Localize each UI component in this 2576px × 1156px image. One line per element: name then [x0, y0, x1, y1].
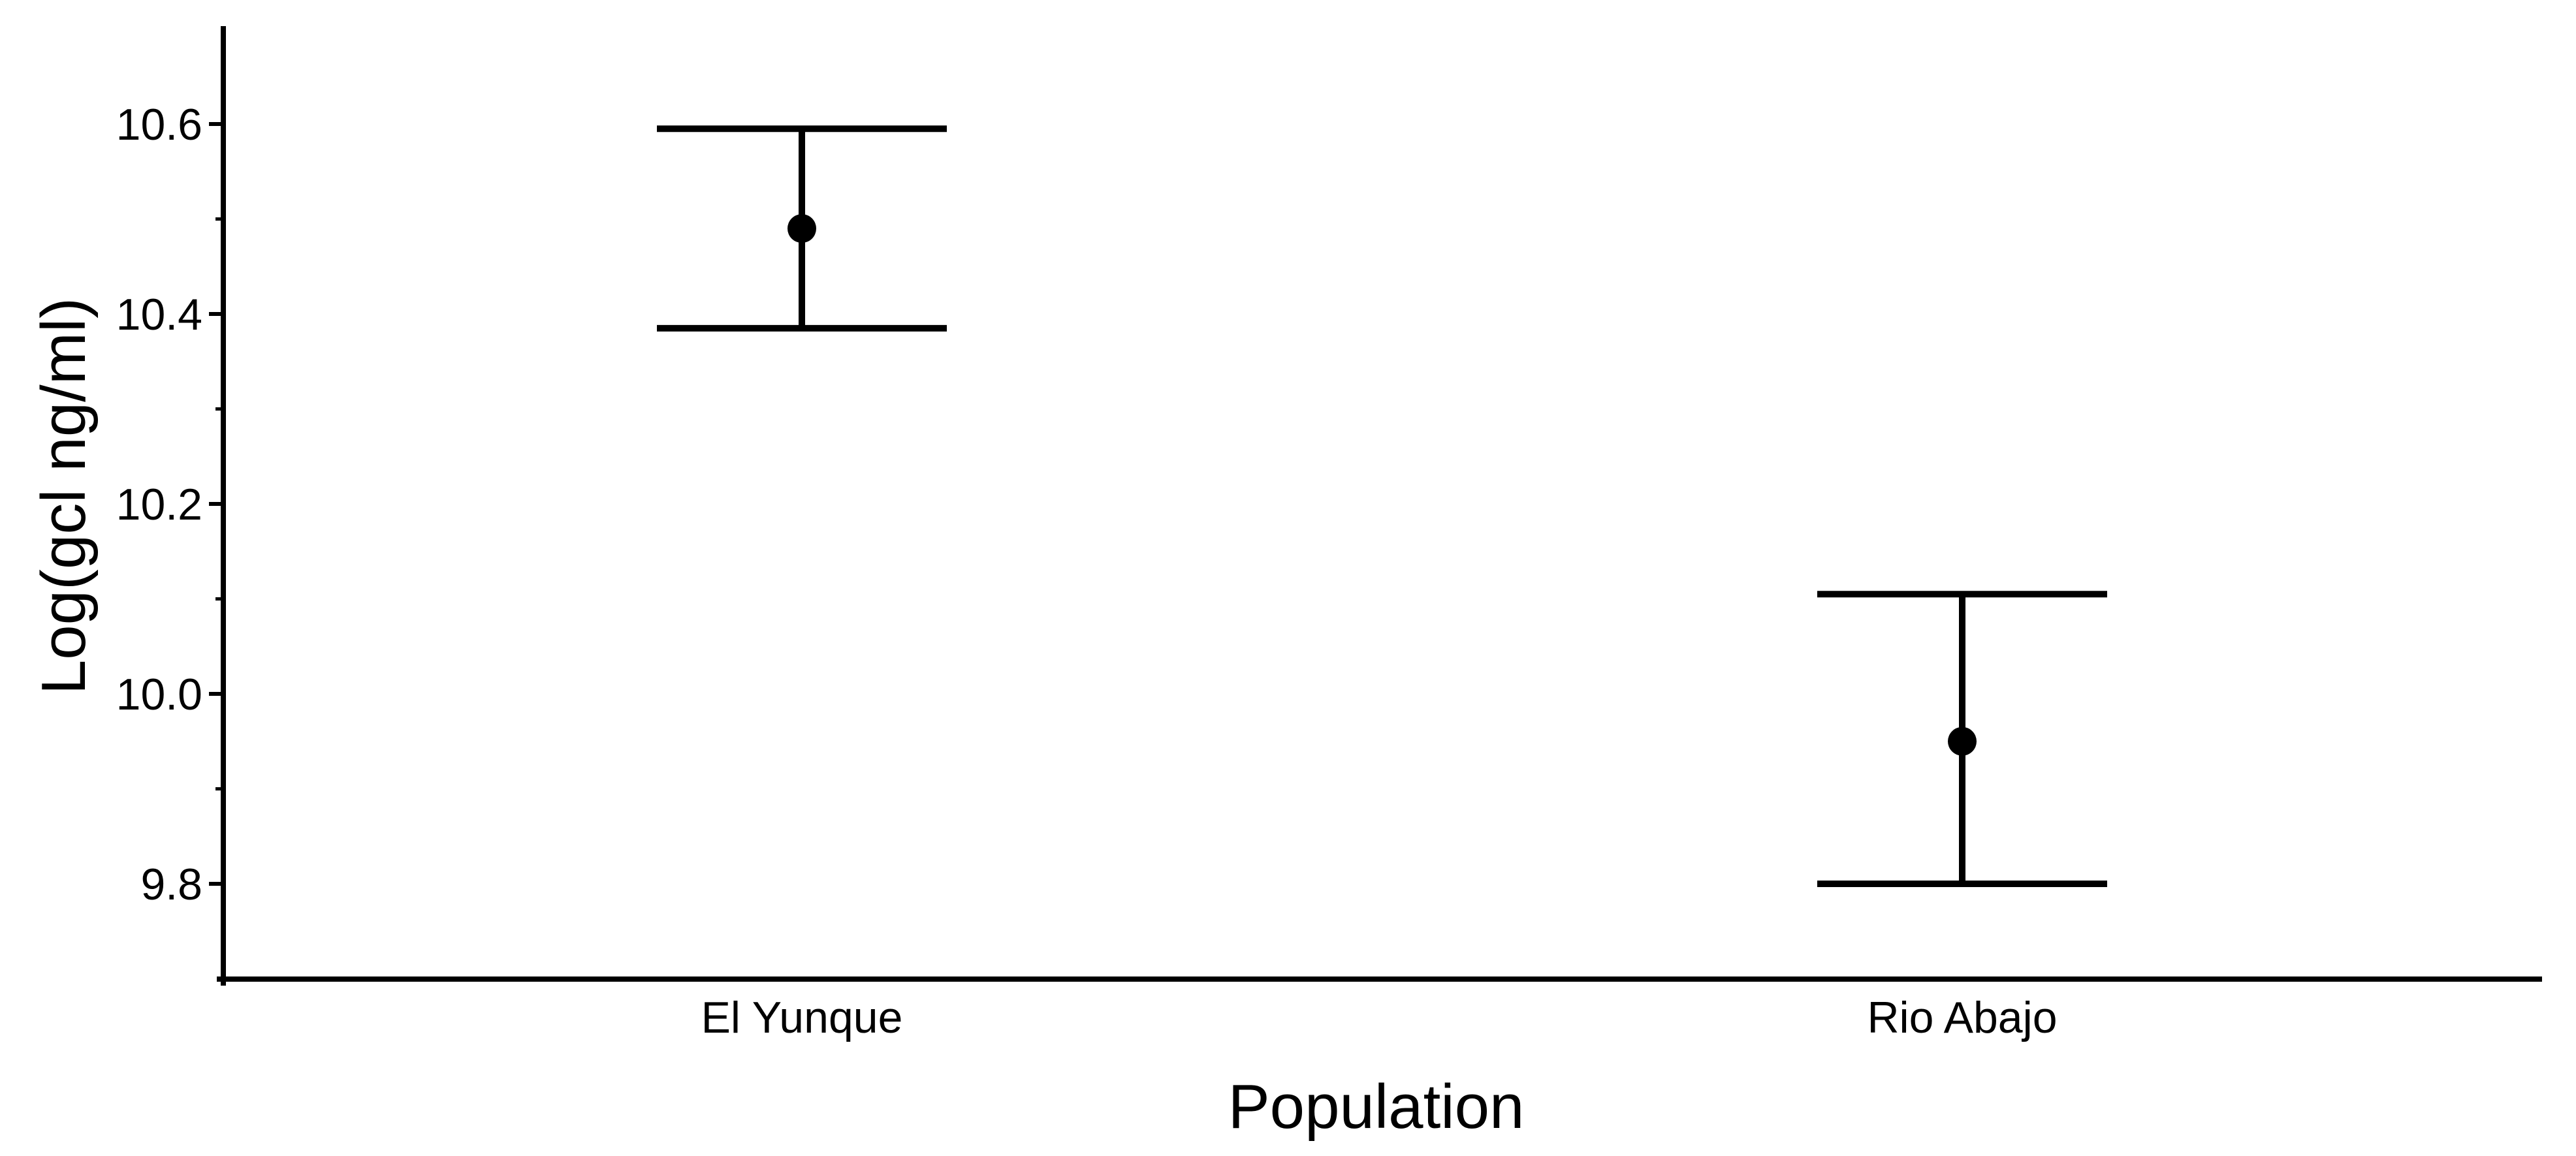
x-tick-label: Rio Abajo — [1867, 993, 2057, 1042]
y-tick-label: 10.0 — [116, 670, 202, 719]
error-bar-group — [657, 125, 947, 332]
mean-point — [787, 214, 816, 243]
y-axis-title: Log(gcl ng/ml) — [29, 298, 99, 695]
mean-point — [1948, 726, 1977, 756]
error-bars — [657, 125, 2107, 887]
y-tick-label: 10.6 — [116, 100, 202, 149]
y-tick-label: 9.8 — [140, 860, 202, 909]
error-bar-group — [1817, 591, 2107, 887]
y-tick-label: 10.4 — [116, 290, 202, 339]
x-axis-ticks: El Yunque Rio Abajo — [701, 993, 2058, 1042]
x-axis-title: Population — [1228, 1072, 1525, 1142]
x-tick-label: El Yunque — [701, 993, 903, 1042]
y-axis-ticks: 9.8 10.0 10.2 10.4 10.6 — [116, 100, 223, 909]
y-tick-label: 10.2 — [116, 480, 202, 529]
